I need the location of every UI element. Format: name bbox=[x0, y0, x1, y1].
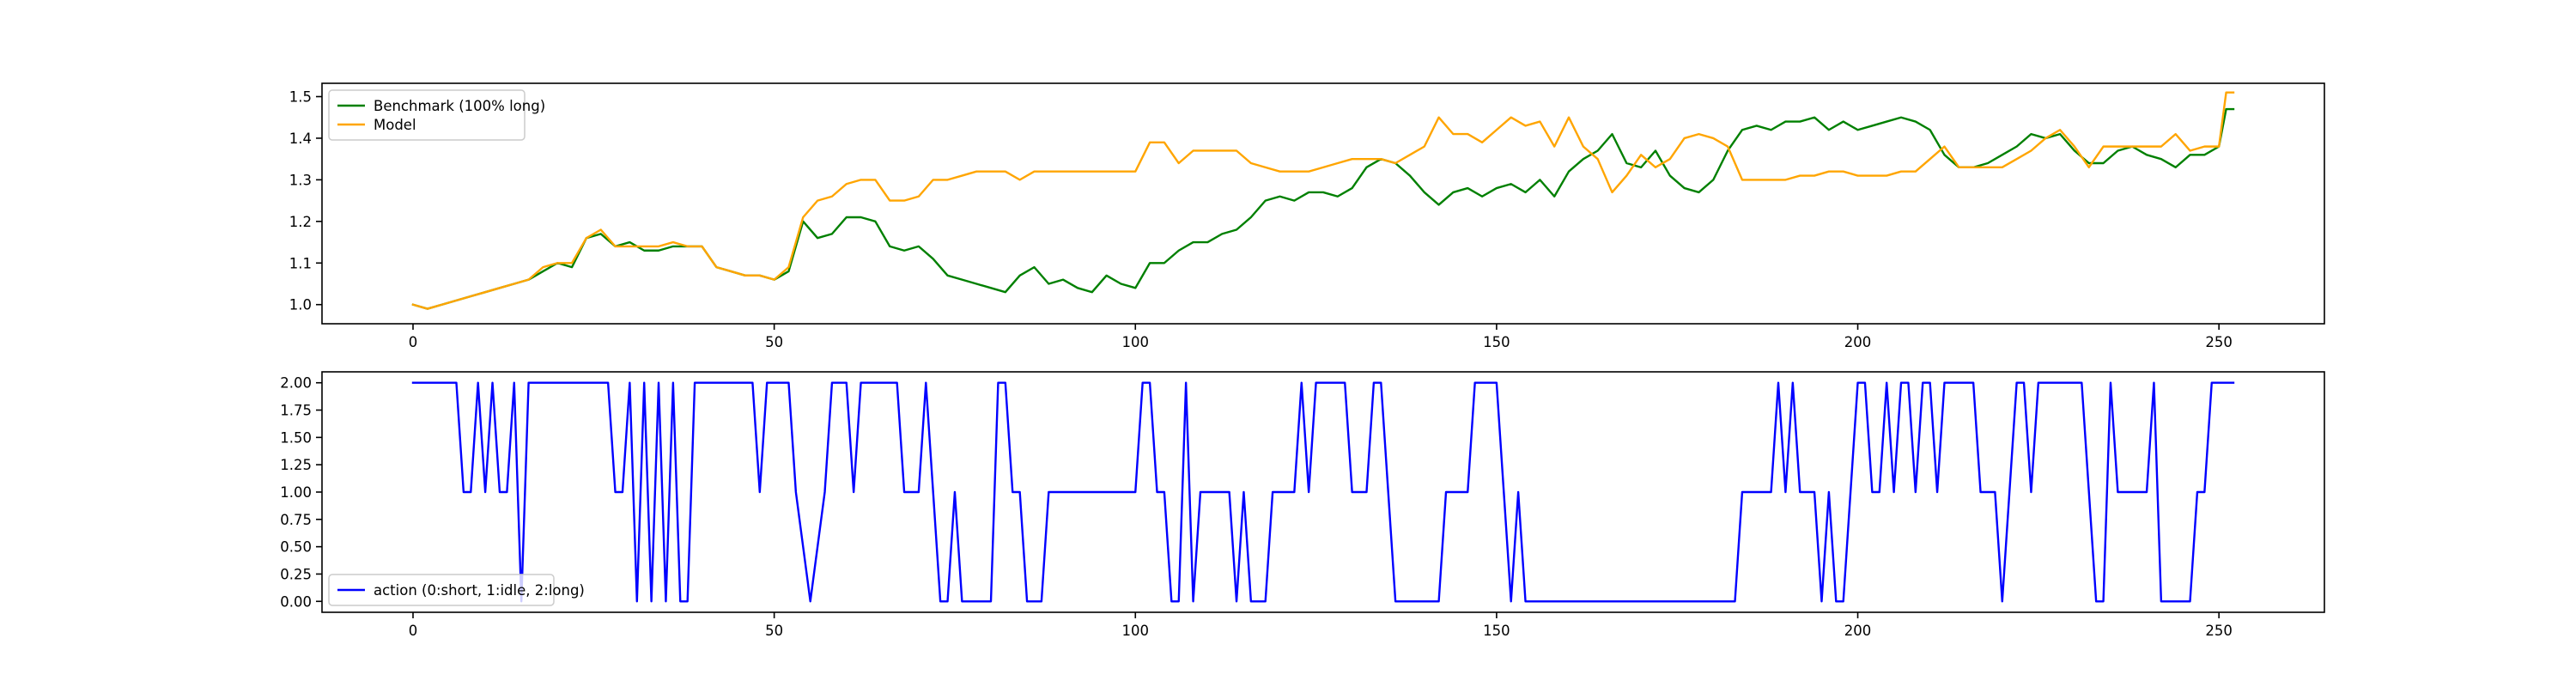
bottom-y-tick-label: 0.00 bbox=[280, 593, 312, 610]
top-y-tick-label: 1.5 bbox=[289, 89, 312, 106]
bottom-y-tick-label: 1.25 bbox=[280, 457, 312, 473]
top-y-tick-label: 1.1 bbox=[289, 255, 312, 271]
bottom-series-line-0 bbox=[411, 381, 2235, 603]
bottom-x-tick-label: 0 bbox=[409, 623, 418, 639]
top-legend-label-0: Benchmark (100% long) bbox=[374, 98, 545, 114]
bottom-x-tick-label: 250 bbox=[2205, 623, 2233, 639]
bottom-x-tick-label: 100 bbox=[1122, 623, 1150, 639]
top-y-tick-label: 1.4 bbox=[289, 131, 312, 147]
top-x-tick-label: 150 bbox=[1483, 334, 1510, 350]
bottom-y-tick-label: 0.50 bbox=[280, 539, 312, 556]
bottom-x-tick-label: 150 bbox=[1483, 623, 1510, 639]
top-y-tick-label: 1.0 bbox=[289, 297, 312, 313]
bottom-legend: action (0:short, 1:idle, 2:long) bbox=[328, 574, 585, 606]
bottom-legend-label-0: action (0:short, 1:idle, 2:long) bbox=[374, 582, 585, 599]
top-x-tick-label: 200 bbox=[1844, 334, 1872, 350]
bottom-legend-box bbox=[328, 574, 555, 606]
top-panel: 0 50 100 150 200 250 1.0 1.1 1.2 1.3 1.4 1.5 Bench… bbox=[289, 82, 2325, 350]
top-legend-label-1: Model bbox=[374, 117, 416, 133]
bottom-y-tick-label: 0.75 bbox=[280, 512, 312, 528]
top-legend-box bbox=[328, 89, 526, 141]
top-x-tick-label: 50 bbox=[765, 334, 783, 350]
bottom-y-tick-label: 1.75 bbox=[280, 403, 312, 419]
top-legend: Benchmark (100% long) Model bbox=[328, 89, 545, 141]
bottom-y-tick-label: 2.00 bbox=[280, 375, 312, 392]
bottom-y-tick-label: 1.50 bbox=[280, 429, 312, 446]
bottom-panel: 0 50 100 150 200 250 0.00 0.25 0.50 0.75 1.00 1.25… bbox=[280, 371, 2325, 639]
bottom-y-tick-label: 1.00 bbox=[280, 484, 312, 501]
top-x-tick-label: 100 bbox=[1122, 334, 1150, 350]
bottom-x-tick-label: 50 bbox=[765, 623, 783, 639]
top-panel-frame bbox=[321, 82, 2325, 325]
bottom-y-tick-label: 0.25 bbox=[280, 566, 312, 582]
top-y-tick-label: 1.3 bbox=[289, 172, 312, 188]
top-series-line-1 bbox=[411, 91, 2235, 310]
bottom-x-tick-label: 200 bbox=[1844, 623, 1872, 639]
top-x-tick-label: 0 bbox=[409, 334, 418, 350]
top-x-tick-label: 250 bbox=[2205, 334, 2233, 350]
top-y-tick-label: 1.2 bbox=[289, 214, 312, 230]
